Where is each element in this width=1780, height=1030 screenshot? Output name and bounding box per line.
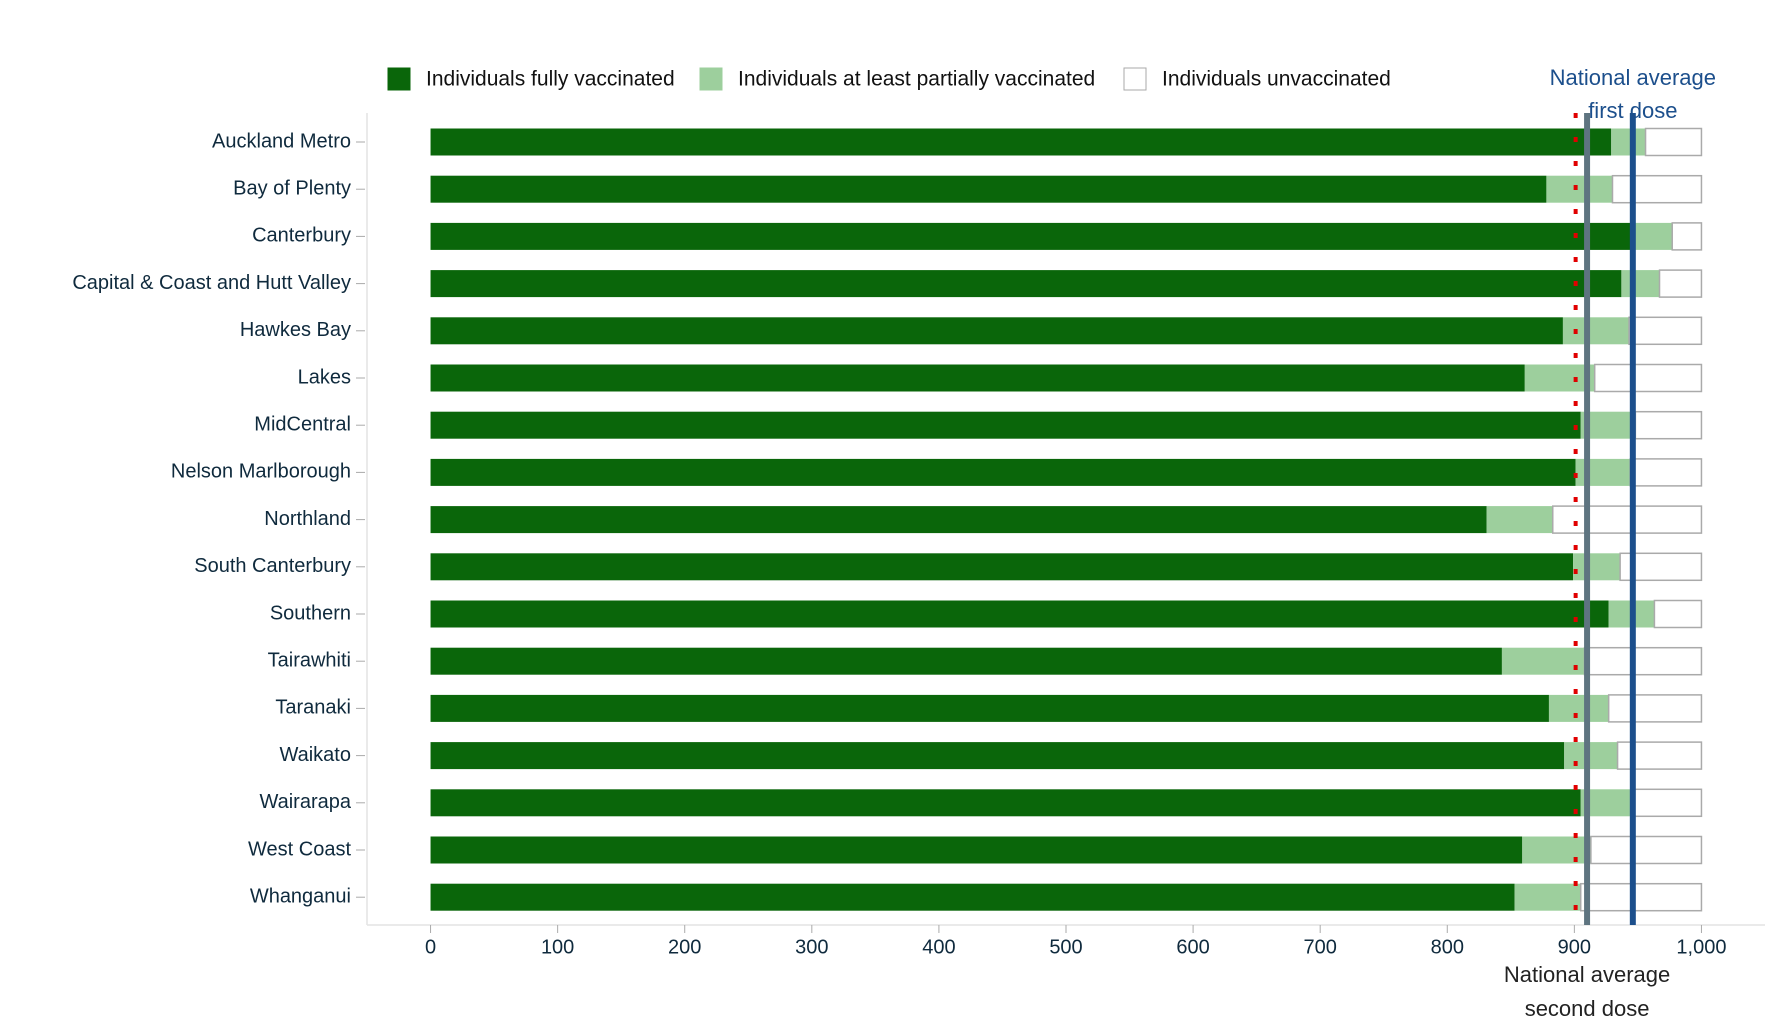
bar-segment bbox=[1611, 174, 1703, 204]
bar-segment bbox=[1486, 506, 1553, 534]
bar-segment bbox=[1546, 175, 1613, 203]
bar-segment bbox=[1607, 694, 1703, 723]
bar-segment bbox=[430, 175, 1547, 203]
y-tick-label: Waikato bbox=[279, 744, 351, 766]
bar-segment bbox=[430, 506, 1487, 534]
y-tick-label: Southern bbox=[270, 602, 351, 624]
bar-segment bbox=[1514, 883, 1581, 911]
y-tick-label: MidCentral bbox=[254, 413, 351, 435]
y-tick-label: Wairarapa bbox=[259, 791, 351, 813]
bar-segment bbox=[430, 600, 1609, 628]
reference-label: second dose bbox=[1525, 996, 1650, 1021]
bar-segment bbox=[1629, 458, 1703, 487]
y-tick-label: Auckland Metro bbox=[212, 130, 351, 152]
y-tick-label: Bay of Plenty bbox=[233, 177, 351, 199]
bar-segment bbox=[1644, 127, 1703, 157]
x-tick-label: 0 bbox=[425, 936, 436, 958]
y-tick-label: Northland bbox=[264, 508, 351, 530]
legend-swatch bbox=[699, 67, 723, 91]
x-tick-label: 1,000 bbox=[1676, 936, 1726, 958]
bar-segment bbox=[430, 883, 1515, 911]
x-tick-label: 400 bbox=[922, 936, 955, 958]
bar-segment bbox=[1522, 836, 1591, 864]
bar-segment bbox=[1658, 269, 1703, 298]
y-tick-label: West Coast bbox=[248, 838, 351, 860]
x-tick-label: 600 bbox=[1176, 936, 1209, 958]
x-tick-label: 700 bbox=[1303, 936, 1336, 958]
legend-label: Individuals fully vaccinated bbox=[426, 68, 675, 91]
bar-segment bbox=[430, 364, 1525, 392]
bar-segment bbox=[430, 411, 1581, 439]
bar-segment bbox=[430, 694, 1549, 722]
bar-segment bbox=[1653, 599, 1703, 629]
bar-segment bbox=[430, 836, 1523, 864]
bar-segment bbox=[430, 128, 1612, 156]
bar-segment bbox=[1579, 882, 1703, 912]
legend-swatch bbox=[387, 67, 411, 91]
bar-segment bbox=[1628, 316, 1703, 346]
x-tick-label: 300 bbox=[795, 936, 828, 958]
y-tick-label: Hawkes Bay bbox=[240, 319, 351, 341]
reference-label: National average bbox=[1550, 65, 1716, 90]
bar-segment bbox=[1573, 553, 1621, 581]
legend-swatch bbox=[1123, 67, 1147, 91]
legend-label: Individuals unvaccinated bbox=[1162, 68, 1391, 91]
bar-segment bbox=[1562, 317, 1630, 345]
y-tick-label: Tairawhiti bbox=[268, 649, 351, 671]
reference-label: first dose bbox=[1588, 98, 1677, 123]
bar-segment bbox=[1501, 647, 1585, 675]
bar-segment bbox=[430, 458, 1576, 486]
bar-segment bbox=[430, 270, 1622, 298]
y-tick-label: Taranaki bbox=[275, 697, 351, 719]
y-tick-label: Whanganui bbox=[250, 885, 351, 907]
y-tick-label: South Canterbury bbox=[194, 555, 351, 577]
y-tick-label: Nelson Marlborough bbox=[171, 461, 351, 483]
bar-segment bbox=[1621, 270, 1660, 298]
bar-segment bbox=[430, 647, 1502, 675]
bar-segment bbox=[430, 317, 1563, 345]
bar-segment bbox=[1671, 222, 1703, 251]
bar-segment bbox=[1630, 222, 1673, 250]
bar-segment bbox=[1552, 505, 1703, 534]
x-tick-label: 500 bbox=[1049, 936, 1082, 958]
bar-segment bbox=[1593, 363, 1703, 393]
y-tick-label: Capital & Coast and Hutt Valley bbox=[72, 272, 351, 294]
bar-segment bbox=[1632, 788, 1703, 818]
bar-segment bbox=[430, 553, 1574, 581]
bar-segment bbox=[1548, 694, 1609, 722]
x-tick-label: 800 bbox=[1431, 936, 1464, 958]
reference-label: National average bbox=[1504, 962, 1670, 987]
bar-segment bbox=[1524, 364, 1595, 392]
legend-label: Individuals at least partially vaccinate… bbox=[738, 68, 1095, 91]
y-tick-label: Lakes bbox=[298, 366, 351, 388]
bar-segment bbox=[430, 222, 1631, 250]
x-tick-label: 900 bbox=[1558, 936, 1591, 958]
bar-segment bbox=[1564, 742, 1618, 770]
x-tick-label: 100 bbox=[541, 936, 574, 958]
bar-segment bbox=[1583, 646, 1703, 676]
bar-segment bbox=[1590, 835, 1703, 865]
y-tick-label: Canterbury bbox=[252, 225, 351, 247]
bar-segment bbox=[430, 789, 1581, 817]
bar-segment bbox=[1634, 410, 1703, 440]
bar-segment bbox=[1575, 458, 1631, 486]
x-tick-label: 200 bbox=[668, 936, 701, 958]
bar-segment bbox=[430, 742, 1565, 770]
bar-segment bbox=[1611, 128, 1646, 156]
